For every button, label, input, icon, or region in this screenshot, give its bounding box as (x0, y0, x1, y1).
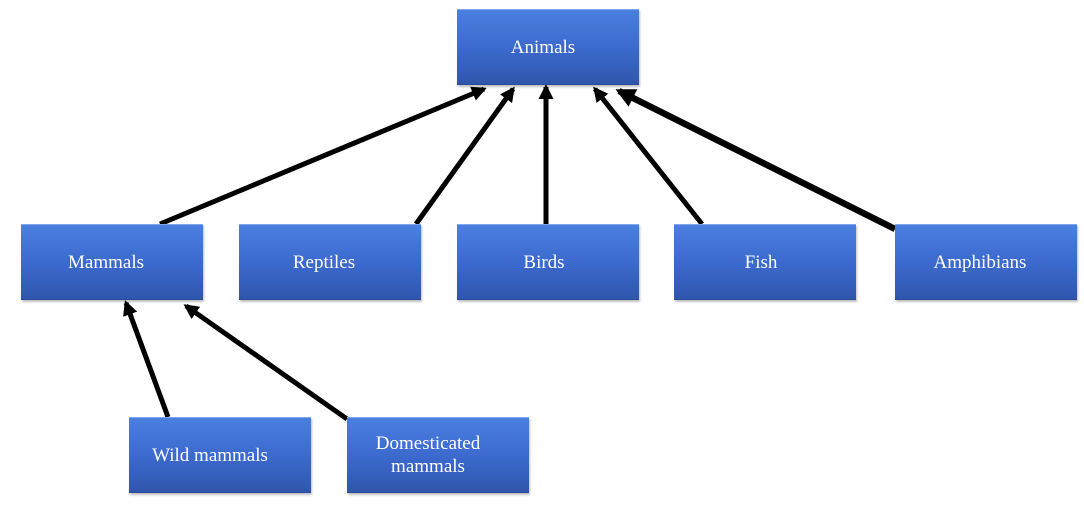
node-animals[interactable]: Animals (457, 9, 639, 85)
edge-domestic-to-mammals (183, 303, 349, 422)
edge-reptiles-to-animals (413, 86, 516, 226)
node-mammals[interactable]: Mammals (21, 224, 203, 300)
node-wild-mammals[interactable]: Wild mammals (129, 417, 311, 493)
node-label: Wild mammals (152, 444, 268, 466)
node-birds[interactable]: Birds (457, 224, 639, 300)
node-label: Domesticated mammals (375, 433, 481, 477)
edge-fish-to-animals (593, 86, 704, 226)
edge-mammals-to-animals (159, 86, 487, 227)
node-label: Animals (510, 36, 576, 58)
edge-wild-to-mammals (123, 300, 171, 418)
node-label: Birds (523, 251, 565, 273)
node-fish[interactable]: Fish (674, 224, 856, 300)
node-label: Reptiles (292, 251, 356, 273)
edge-amphibians-to-animals (615, 88, 897, 232)
node-label: Mammals (68, 251, 144, 273)
node-label: Amphibians (933, 251, 1027, 273)
node-label: Fish (744, 251, 778, 273)
node-amphibians[interactable]: Amphibians (895, 224, 1077, 300)
node-reptiles[interactable]: Reptiles (239, 224, 421, 300)
node-domesticated-mammals[interactable]: Domesticated mammals (347, 417, 529, 493)
